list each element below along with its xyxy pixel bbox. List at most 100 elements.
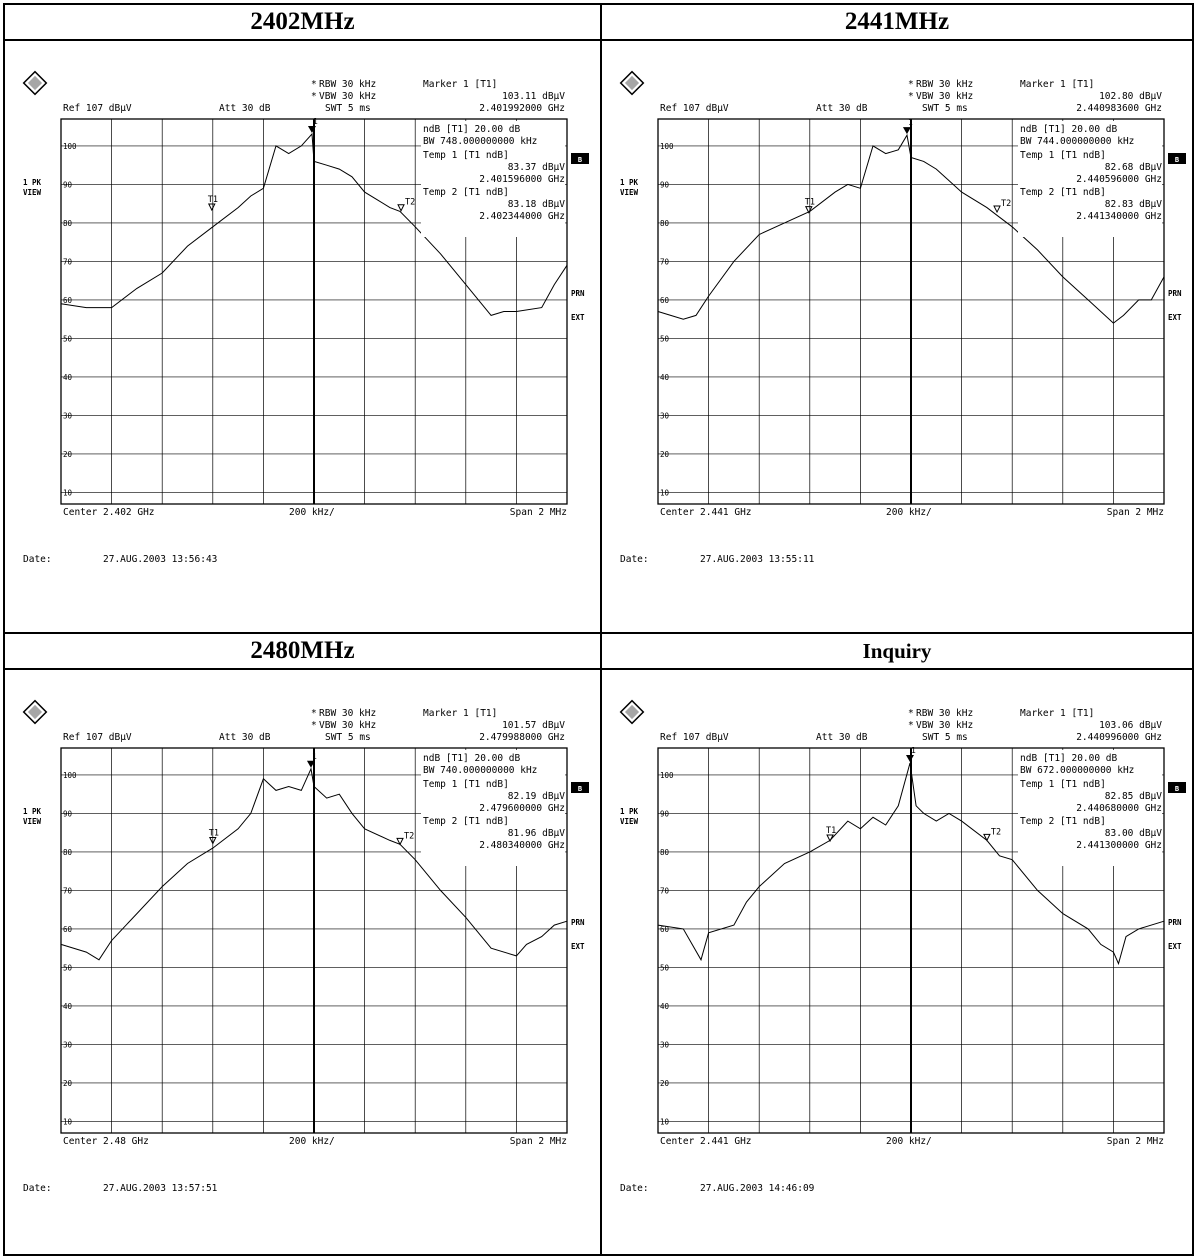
rbw-label: RBW 30 kHz <box>916 708 973 719</box>
frequency-per-division: 200 kHz/ <box>289 507 335 518</box>
marker-label: Marker 1 [T1] <box>423 708 497 719</box>
ext-label: EXT <box>1168 313 1182 322</box>
y-tick-label: 80 <box>63 848 73 857</box>
bw-label: BW 748.000000000 kHz <box>423 136 537 147</box>
prn-label: PRN <box>571 918 585 927</box>
y-tick-label: 100 <box>63 142 77 151</box>
marker-level: 101.57 dBµV <box>502 720 565 731</box>
temp2-frequency: 2.402344000 GHz <box>479 211 565 222</box>
attenuation: Att 30 dB <box>816 732 868 743</box>
t1-label: T1 <box>805 198 815 208</box>
t1-symbol <box>207 203 216 212</box>
y-tick-label: 90 <box>63 809 73 818</box>
y-tick-label: 100 <box>63 771 77 780</box>
y-tick-label: 50 <box>660 963 670 972</box>
rohde-schwarz-logo <box>22 699 48 725</box>
swt-label: SWT 5 ms <box>922 732 968 743</box>
bw-label: BW 740.000000000 kHz <box>423 765 537 776</box>
y-tick-label: 90 <box>63 180 73 189</box>
marker-1-number: 1 <box>312 752 317 761</box>
ndb-info-box <box>1018 750 1162 866</box>
y-tick-label: 10 <box>63 488 73 497</box>
results-table: 2402MHz * * RBW 30 kHz VBW 30 kHz SWT 5 ms Ma… <box>3 3 1194 1256</box>
y-tick-label: 40 <box>63 1002 73 1011</box>
frequency-per-division: 200 kHz/ <box>886 507 932 518</box>
rohde-schwarz-logo <box>22 70 48 96</box>
y-tick-label: 50 <box>63 334 73 343</box>
rohde-schwarz-logo <box>619 70 645 96</box>
ref-level: Ref 107 dBµV <box>660 732 729 743</box>
y-tick-label: 100 <box>660 771 674 780</box>
logo-outline <box>619 70 645 96</box>
marker-level: 103.06 dBµV <box>1099 720 1162 731</box>
y-tick-label: 70 <box>63 886 73 895</box>
temp2-frequency: 2.441300000 GHz <box>1076 840 1162 851</box>
logo-outline <box>22 70 48 96</box>
frequency-per-division: 200 kHz/ <box>289 1136 335 1147</box>
swt-label: SWT 5 ms <box>325 732 371 743</box>
temp2-level: 83.00 dBµV <box>1105 828 1162 839</box>
t1-label: T1 <box>826 826 836 836</box>
ext-label: EXT <box>571 313 585 322</box>
temp2-level: 83.18 dBµV <box>508 199 565 210</box>
column-divider <box>600 5 602 1254</box>
logo-fill <box>624 75 640 91</box>
y-tick-label: 60 <box>63 925 73 934</box>
marker-1-symbol <box>306 760 315 768</box>
marker-1-number: 1 <box>908 118 913 127</box>
panel-2441: 2441MHz * * RBW 30 kHz VBW 30 kHz SWT 5 ms Ma… <box>602 5 1192 632</box>
y-tick-label: 60 <box>660 925 670 934</box>
date-label: Date: <box>23 1183 52 1194</box>
marker-1-number: 1 <box>313 117 318 126</box>
y-tick-label: 10 <box>63 1117 73 1126</box>
vbw-label: VBW 30 kHz <box>916 91 973 102</box>
ndb-label: ndB [T1] 20.00 dB <box>423 753 521 764</box>
y-tick-label: 70 <box>660 257 670 266</box>
temp1-frequency: 2.401596000 GHz <box>479 174 565 185</box>
ndb-info-box <box>421 121 565 237</box>
prn-label: PRN <box>1168 918 1182 927</box>
y-tick-label: 30 <box>660 411 670 420</box>
marker-level: 103.11 dBµV <box>502 91 565 102</box>
temp1-level: 83.37 dBµV <box>508 162 565 173</box>
y-tick-label: 80 <box>660 848 670 857</box>
center-frequency: Center 2.402 GHz <box>63 507 155 518</box>
t1-label: T1 <box>209 829 219 839</box>
y-tick-label: 30 <box>63 411 73 420</box>
temp1-level: 82.19 dBµV <box>508 791 565 802</box>
vbw-label: VBW 30 kHz <box>319 720 376 731</box>
marker-label: Marker 1 [T1] <box>1020 79 1094 90</box>
y-tick-label: 20 <box>63 450 73 459</box>
temp2-level: 82.83 dBµV <box>1105 199 1162 210</box>
y-tick-label: 80 <box>63 219 73 228</box>
t1-symbol <box>208 837 217 845</box>
y-tick-label: 40 <box>63 373 73 382</box>
marker-frequency: 2.440983600 GHz <box>1076 103 1162 114</box>
t2-symbol <box>396 837 404 846</box>
t1-symbol <box>826 834 834 843</box>
temp2-frequency: 2.480340000 GHz <box>479 840 565 851</box>
t1-label: T1 <box>208 195 218 205</box>
date-label: Date: <box>23 554 52 565</box>
t2-label: T2 <box>404 831 414 841</box>
y-tick-label: 10 <box>660 488 670 497</box>
rbw-label: RBW 30 kHz <box>319 708 376 719</box>
t2-label: T2 <box>1001 199 1011 209</box>
t2-symbol <box>397 204 405 212</box>
marker-frequency: 2.401992000 GHz <box>479 103 565 114</box>
bw-label: BW 672.000000000 kHz <box>1020 765 1134 776</box>
ndb-label: ndB [T1] 20.00 dB <box>1020 753 1118 764</box>
y-tick-label: 20 <box>660 1079 670 1088</box>
spectrum-trace <box>657 762 1165 966</box>
trace-view-label: VIEW <box>620 188 639 197</box>
trace-view-label: VIEW <box>23 817 42 826</box>
b-badge-label: B <box>1175 156 1179 164</box>
vbw-star: * <box>908 720 914 731</box>
y-tick-label: 30 <box>63 1040 73 1049</box>
y-tick-label: 90 <box>660 180 670 189</box>
ref-level: Ref 107 dBµV <box>63 103 132 114</box>
